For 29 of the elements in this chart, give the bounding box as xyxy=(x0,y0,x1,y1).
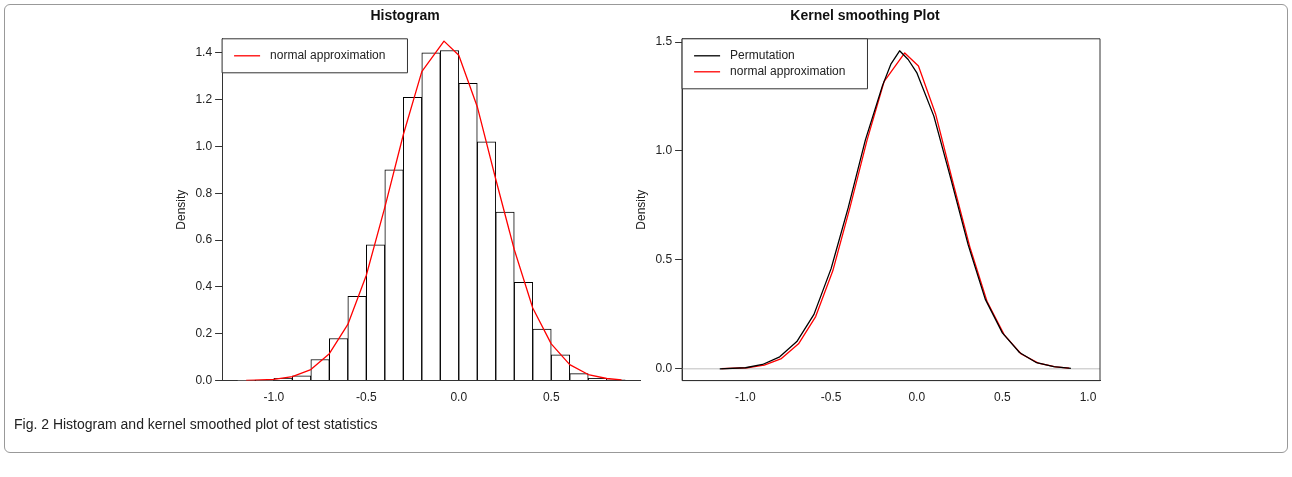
x-tick-label: 0.0 xyxy=(908,390,926,405)
legend-label: normal approximation xyxy=(270,48,386,63)
x-tick-label: -1.0 xyxy=(263,390,285,405)
y-axis-title: Density xyxy=(633,189,648,230)
chart-title: Histogram xyxy=(370,7,440,24)
x-tick-label: 0.5 xyxy=(542,390,560,405)
y-axis-title: Density xyxy=(173,189,188,230)
chart-title: Kernel smoothing Plot xyxy=(790,7,940,24)
x-tick-label: 0.5 xyxy=(994,390,1012,405)
y-tick-label: 1.0 xyxy=(195,138,213,153)
x-tick-label: -0.5 xyxy=(355,390,377,405)
legend-label: normal approximation xyxy=(730,64,846,79)
x-tick-label: 1.0 xyxy=(1079,390,1097,405)
x-tick-label: 0.0 xyxy=(450,390,468,405)
y-tick-label: 1.0 xyxy=(655,143,673,158)
legend-label: Permutation xyxy=(730,48,795,63)
y-tick-label: 0.8 xyxy=(195,185,213,200)
y-tick-label: 0.0 xyxy=(195,372,213,387)
y-tick-label: 1.4 xyxy=(195,45,213,60)
caption: Fig. 2 Histogram and kernel smoothed plot of test statistics xyxy=(14,416,378,432)
y-tick-label: 1.2 xyxy=(195,91,213,106)
y-tick-label: 0.5 xyxy=(655,252,673,267)
y-tick-label: 0.0 xyxy=(655,361,673,376)
y-tick-label: 0.6 xyxy=(195,232,213,247)
y-tick-label: 0.2 xyxy=(195,326,213,341)
x-tick-label: -1.0 xyxy=(735,390,757,405)
y-tick-label: 1.5 xyxy=(655,34,673,49)
x-tick-label: -0.5 xyxy=(820,390,842,405)
y-tick-label: 0.4 xyxy=(195,279,213,294)
